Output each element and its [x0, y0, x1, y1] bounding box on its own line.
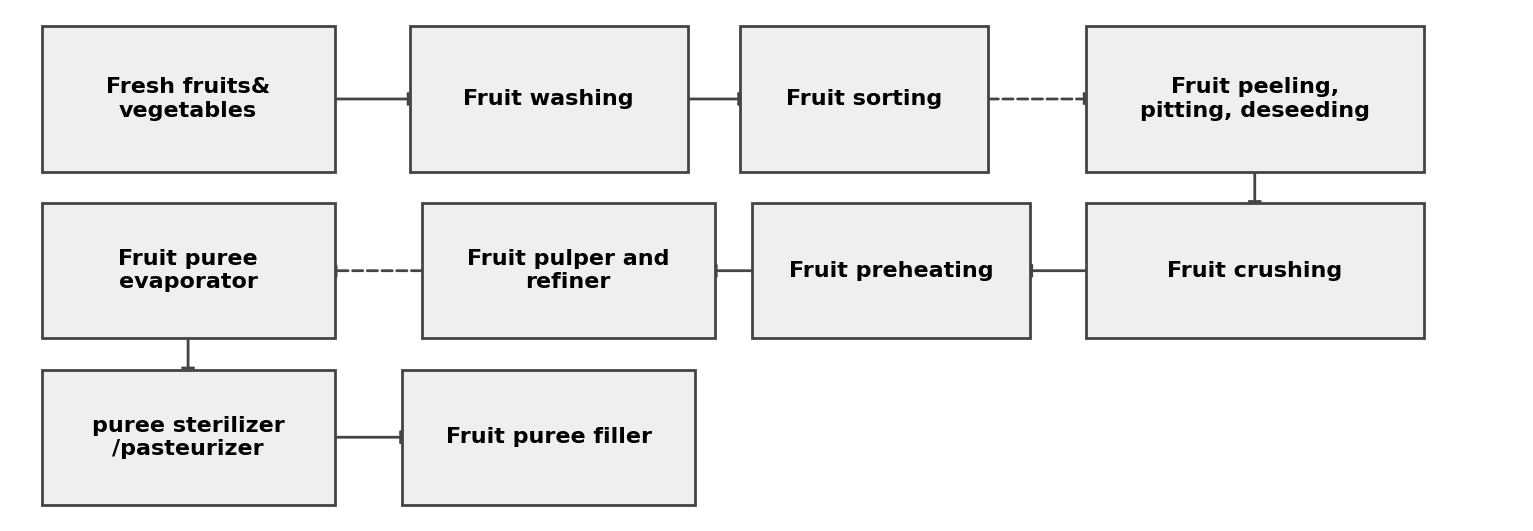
FancyBboxPatch shape — [41, 203, 334, 338]
Text: puree sterilizer
/pasteurizer: puree sterilizer /pasteurizer — [92, 416, 285, 459]
Text: Fruit preheating: Fruit preheating — [789, 261, 993, 281]
Text: Fruit sorting: Fruit sorting — [786, 89, 943, 109]
FancyBboxPatch shape — [740, 26, 989, 172]
Text: Fruit peeling,
pitting, deseeding: Fruit peeling, pitting, deseeding — [1139, 78, 1371, 121]
Text: Fruit puree
evaporator: Fruit puree evaporator — [118, 249, 258, 292]
Text: Fruit washing: Fruit washing — [463, 89, 635, 109]
FancyBboxPatch shape — [402, 370, 694, 505]
FancyBboxPatch shape — [422, 203, 714, 338]
Text: Fruit puree filler: Fruit puree filler — [446, 427, 652, 447]
Text: Fruit crushing: Fruit crushing — [1167, 261, 1343, 281]
FancyBboxPatch shape — [409, 26, 688, 172]
FancyBboxPatch shape — [1085, 26, 1424, 172]
FancyBboxPatch shape — [41, 26, 334, 172]
FancyBboxPatch shape — [753, 203, 1030, 338]
FancyBboxPatch shape — [1085, 203, 1424, 338]
FancyBboxPatch shape — [41, 370, 334, 505]
Text: Fresh fruits&
vegetables: Fresh fruits& vegetables — [106, 78, 270, 121]
Text: Fruit pulper and
refiner: Fruit pulper and refiner — [468, 249, 670, 292]
